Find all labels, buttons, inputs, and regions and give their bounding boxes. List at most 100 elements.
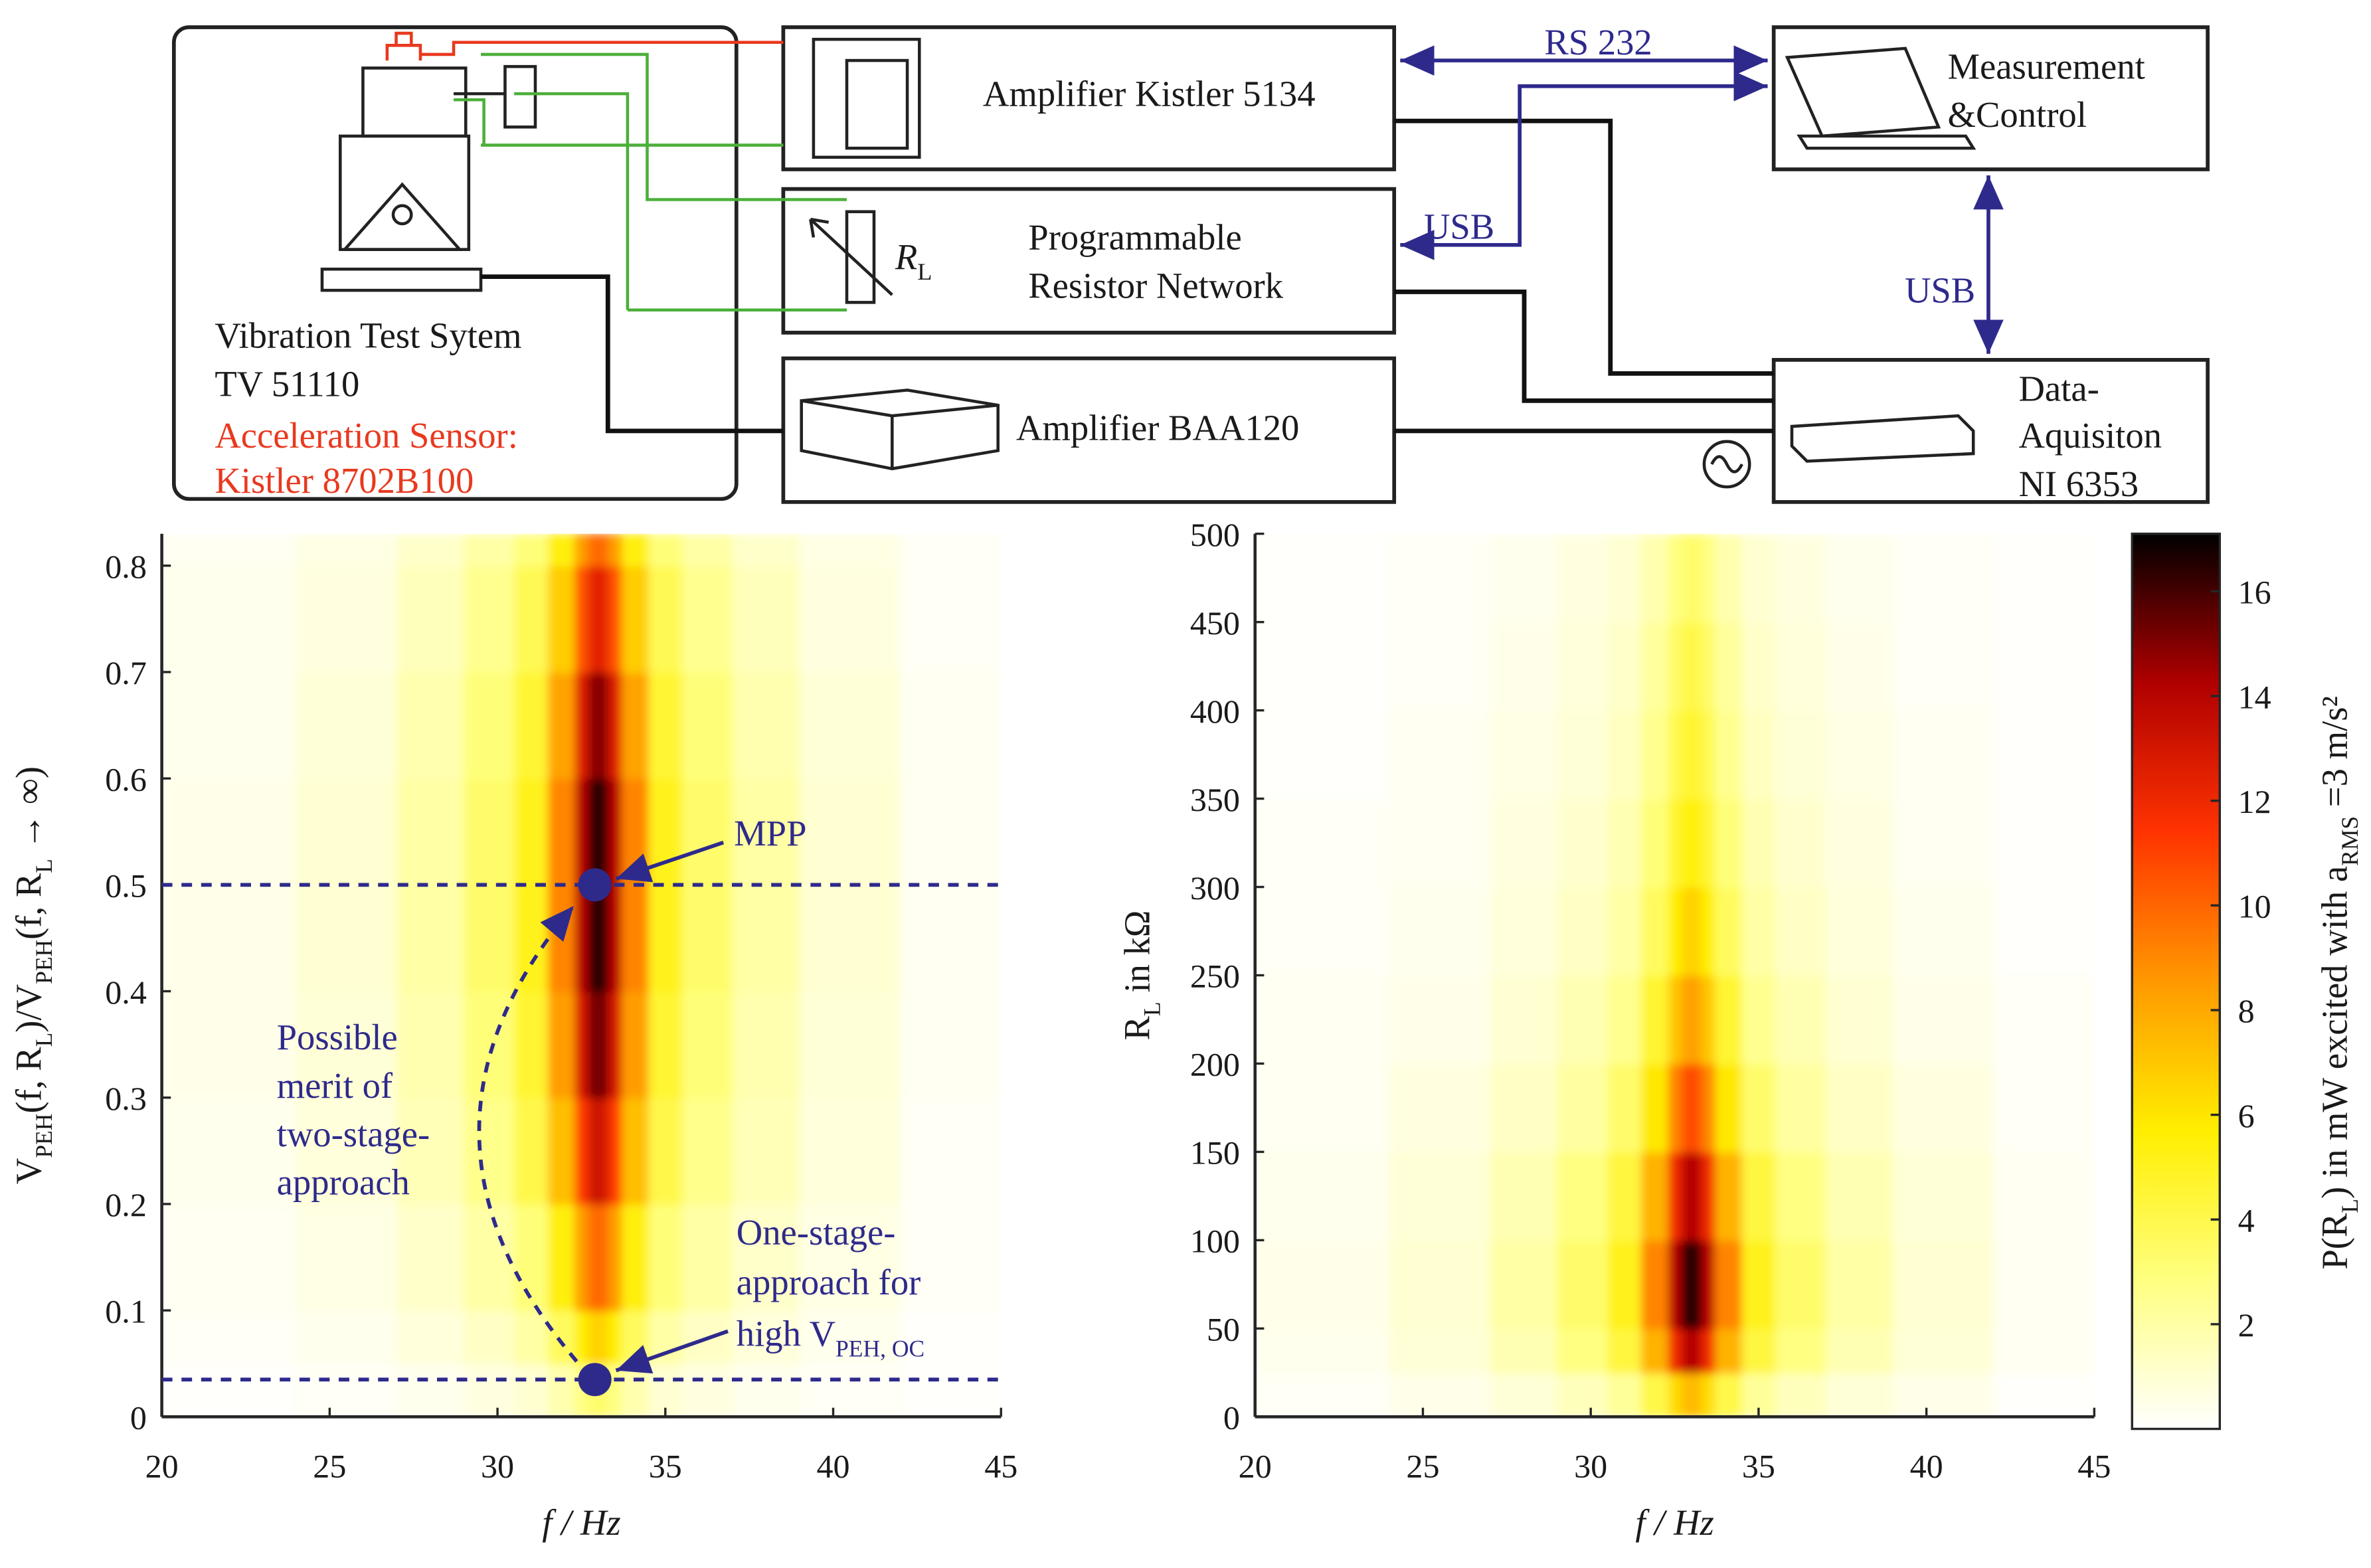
heatmap-cell — [1701, 1240, 1716, 1330]
heatmap-cell — [1825, 798, 1894, 888]
y-tick-label: 0.7 — [105, 654, 147, 691]
heatmap-cell — [1607, 1063, 1642, 1153]
heatmap-cell — [1775, 1328, 1827, 1374]
heatmap-cell — [514, 1203, 549, 1312]
heatmap-cell — [464, 565, 515, 673]
label: Aquisiton — [2018, 415, 2162, 456]
heatmap-cell — [900, 1203, 1002, 1312]
heatmap-cell — [1993, 1372, 2095, 1417]
heatmap-cell — [1701, 887, 1716, 976]
colorbar-label-part: P(R — [2315, 1213, 2355, 1270]
heatmap-cell — [1255, 1152, 1391, 1241]
heatmap-cell — [1825, 887, 1894, 976]
y-axis-label-part: )/V — [8, 984, 48, 1033]
heatmap-cell — [1681, 798, 1703, 888]
heatmap-cell — [1701, 798, 1716, 888]
y-tick-label: 200 — [1190, 1046, 1240, 1083]
heatmap-cell — [588, 778, 610, 886]
y-tick-label: 450 — [1190, 604, 1240, 642]
label: TV 51110 — [215, 364, 359, 404]
heatmap-cell — [1993, 1328, 2095, 1374]
heatmap-cell — [514, 885, 549, 992]
heatmap-cell — [1557, 533, 1609, 624]
transition-arrow — [477, 905, 578, 1363]
heatmap-cell — [547, 1203, 576, 1312]
heatmap-cell — [1490, 1372, 1558, 1417]
y-tick-label: 250 — [1190, 958, 1240, 995]
heatmap-cell — [1825, 533, 1894, 624]
x-tick-label: 30 — [481, 1447, 514, 1484]
heatmap-cell — [1668, 1328, 1683, 1374]
heatmap-cell — [1607, 710, 1642, 800]
colorbar-tick-label: 10 — [2238, 888, 2271, 925]
heatmap-cell — [622, 671, 650, 780]
heatmap-cell — [1490, 622, 1558, 711]
heatmap-cell — [296, 1363, 398, 1417]
heatmap-cell — [608, 565, 623, 673]
link-usb — [1400, 71, 1768, 260]
heatmap-cell — [1607, 798, 1642, 888]
heatmap-cell — [574, 1203, 589, 1312]
heatmap-cell — [1490, 1240, 1558, 1330]
heatmap-cell — [799, 1363, 901, 1417]
heatmap-cell — [1893, 1372, 1995, 1417]
heatmap-cell — [514, 1097, 549, 1205]
heatmap-cell — [1557, 710, 1609, 800]
heatmap-cell — [396, 671, 465, 780]
heatmap-cell — [608, 1097, 623, 1205]
heatmap-cell — [1715, 1240, 1743, 1330]
heatmap-cell — [682, 778, 734, 886]
heatmap-cell — [1993, 798, 2095, 888]
heatmap-cell — [1701, 1063, 1716, 1153]
heatmap-cell — [900, 533, 1002, 567]
heatmap-cell — [588, 565, 610, 673]
pointer-arrow — [615, 1329, 729, 1374]
heatmap-cell — [514, 671, 549, 780]
heatmap-cell — [588, 885, 610, 992]
heatmap-cell — [1490, 975, 1558, 1065]
heatmap-cell — [1701, 975, 1716, 1065]
y-tick-label: 0 — [130, 1399, 147, 1437]
heatmap-cell — [1389, 710, 1491, 800]
colorbar-tick-label: 14 — [2238, 678, 2271, 715]
heatmap-cell — [464, 671, 515, 780]
heatmap-cell — [1681, 710, 1703, 800]
heatmap-cell — [1389, 975, 1491, 1065]
heatmap-cell — [396, 778, 465, 886]
heatmap-cell — [547, 778, 576, 886]
heatmap-cell — [1490, 1328, 1558, 1374]
heatmap-cell — [648, 533, 683, 567]
y-axis-label: RL in kΩ — [1116, 911, 1165, 1041]
y-axis-label-part: L — [1139, 1002, 1166, 1016]
heatmap-cell — [1490, 1152, 1558, 1241]
heatmap-cell — [464, 1310, 515, 1365]
heatmap-cell — [161, 778, 298, 886]
label: Data- — [2018, 368, 2099, 408]
heatmap-cell — [464, 778, 515, 886]
heatmap-cell — [1640, 798, 1669, 888]
heatmap-cell — [608, 533, 623, 567]
heatmap-cell — [622, 1363, 650, 1417]
heatmap-cell — [1640, 887, 1669, 976]
annotation: MPP — [734, 813, 806, 853]
box — [781, 187, 1397, 335]
heatmap-cell — [732, 1203, 801, 1312]
heatmap-cell — [464, 1363, 515, 1417]
heatmap-cell — [296, 671, 398, 780]
heatmap-cell — [1825, 622, 1894, 711]
heatmap-cell — [732, 885, 801, 992]
heatmap-cell — [1668, 1152, 1683, 1241]
heatmap-cell — [799, 885, 901, 992]
heatmap-cell — [1893, 1240, 1995, 1330]
colorbar-tick-label: 6 — [2238, 1097, 2255, 1134]
annotation-part: high V — [737, 1313, 835, 1353]
y-axis-label-part: V — [8, 1158, 48, 1184]
y-tick-label: 0.3 — [105, 1080, 147, 1117]
heatmap-cell — [1640, 1328, 1669, 1374]
heatmap-cell — [1993, 1240, 2095, 1330]
y-tick-label: 100 — [1190, 1223, 1240, 1260]
heatmap-cell — [648, 1097, 683, 1205]
label: Acceleration Sensor: — [215, 415, 518, 456]
heatmap-cell — [1775, 887, 1827, 976]
heatmap-cell — [514, 778, 549, 886]
